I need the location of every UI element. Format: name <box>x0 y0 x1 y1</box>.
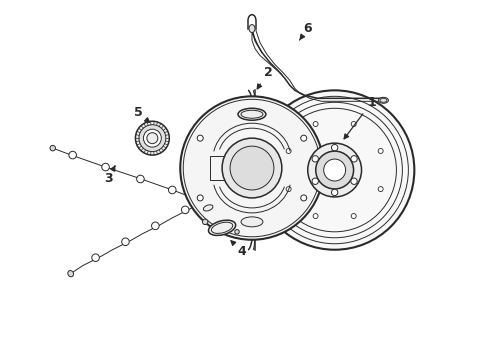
Ellipse shape <box>235 230 239 234</box>
Circle shape <box>147 133 158 144</box>
Circle shape <box>286 148 291 153</box>
Circle shape <box>137 175 144 183</box>
Circle shape <box>135 121 169 155</box>
Circle shape <box>255 90 415 250</box>
Circle shape <box>139 125 166 152</box>
Circle shape <box>313 122 318 126</box>
Circle shape <box>197 195 203 201</box>
Ellipse shape <box>378 97 389 103</box>
Circle shape <box>301 195 307 201</box>
Circle shape <box>180 96 324 240</box>
Circle shape <box>351 213 356 219</box>
Text: 2: 2 <box>257 66 272 89</box>
Circle shape <box>144 129 161 147</box>
Circle shape <box>312 178 318 184</box>
Circle shape <box>313 213 318 219</box>
Circle shape <box>169 186 176 194</box>
Circle shape <box>122 238 129 246</box>
Circle shape <box>316 151 354 189</box>
Text: 6: 6 <box>299 22 312 40</box>
Ellipse shape <box>238 108 266 120</box>
Circle shape <box>324 159 345 181</box>
Circle shape <box>378 186 383 192</box>
Circle shape <box>351 178 357 184</box>
Circle shape <box>308 143 362 197</box>
Circle shape <box>331 144 338 151</box>
Circle shape <box>222 138 282 198</box>
Text: 5: 5 <box>134 106 149 122</box>
Circle shape <box>331 189 338 195</box>
Circle shape <box>102 163 109 171</box>
Ellipse shape <box>249 24 255 32</box>
Circle shape <box>351 122 356 126</box>
Circle shape <box>286 186 291 192</box>
Circle shape <box>301 135 307 141</box>
Circle shape <box>92 254 99 261</box>
Text: 3: 3 <box>104 166 115 185</box>
Circle shape <box>181 206 189 214</box>
Circle shape <box>197 135 203 141</box>
Circle shape <box>351 156 357 162</box>
Circle shape <box>230 146 274 190</box>
Ellipse shape <box>202 219 208 225</box>
Text: 4: 4 <box>231 241 246 258</box>
Ellipse shape <box>203 205 213 211</box>
Ellipse shape <box>241 217 263 227</box>
Ellipse shape <box>209 220 236 235</box>
Circle shape <box>378 148 383 153</box>
Circle shape <box>69 151 76 159</box>
Circle shape <box>151 222 159 230</box>
Ellipse shape <box>68 270 74 277</box>
Circle shape <box>312 156 318 162</box>
Ellipse shape <box>50 145 55 151</box>
Text: 1: 1 <box>344 96 376 139</box>
